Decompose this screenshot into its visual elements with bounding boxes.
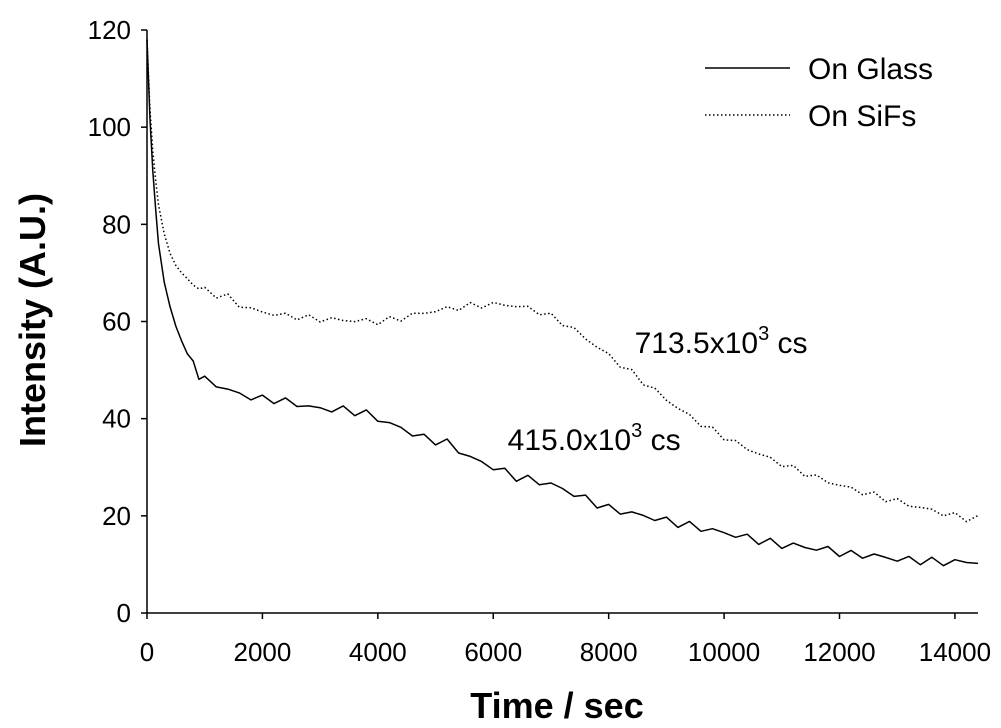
x-axis-title: Time / sec — [470, 685, 643, 726]
legend: On Glass On SiFs — [705, 53, 933, 133]
y-tick-label: 120 — [88, 15, 131, 45]
y-tick-label: 80 — [102, 209, 131, 239]
y-axis-title: Intensity (A.U.) — [12, 193, 53, 447]
y-tick-label: 60 — [102, 307, 131, 337]
legend-label-on-sifs: On SiFs — [808, 100, 916, 133]
y-tick-label: 40 — [102, 404, 131, 434]
x-tick-label: 6000 — [464, 637, 522, 667]
integrated-counts-annotation: 713.5x103 cs — [635, 323, 808, 360]
y-tick-label: 0 — [117, 598, 131, 628]
y-tick-label: 100 — [88, 112, 131, 142]
annotations: 713.5x103 cs 415.0x103 cs — [508, 323, 808, 457]
x-tick-label: 12000 — [803, 637, 875, 667]
x-tick-label: 4000 — [349, 637, 407, 667]
legend-label-on-glass: On Glass — [808, 53, 933, 86]
x-tick-label: 8000 — [580, 637, 638, 667]
x-tick-label: 0 — [140, 637, 154, 667]
x-ticks: 0 2000 4000 6000 8000 10000 12000 14000 — [140, 613, 991, 667]
x-tick-label: 2000 — [233, 637, 291, 667]
series-line-on-glass — [146, 39, 979, 567]
y-tick-label: 20 — [102, 501, 131, 531]
x-tick-label: 10000 — [688, 637, 760, 667]
series-layer — [146, 39, 979, 567]
integrated-counts-annotation: 415.0x103 cs — [508, 420, 681, 457]
plot-area: 0 2000 4000 6000 8000 10000 12000 14000 0 20 40 60… — [88, 15, 991, 667]
x-tick-label: 14000 — [919, 637, 991, 667]
y-ticks: 0 20 40 60 80 100 120 — [88, 15, 147, 628]
